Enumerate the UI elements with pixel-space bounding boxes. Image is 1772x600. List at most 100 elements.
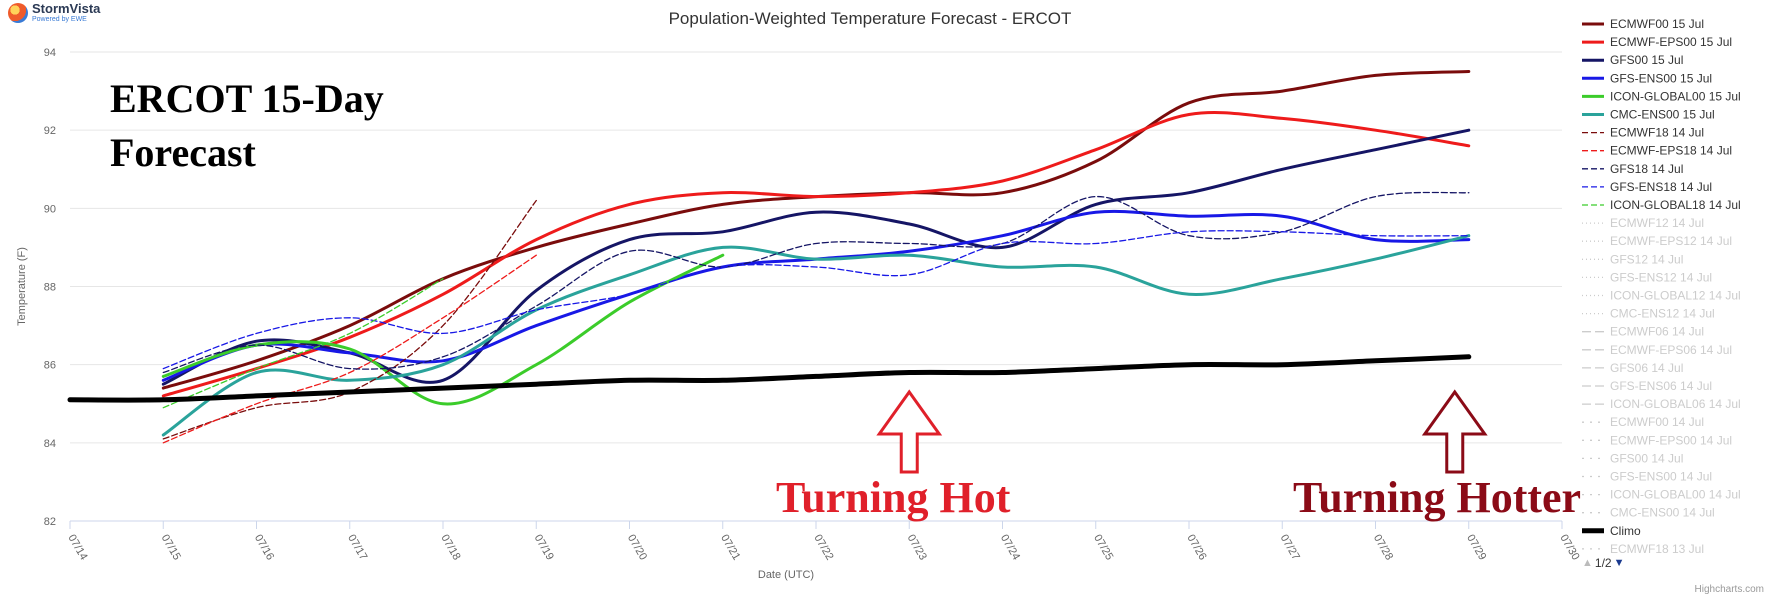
y-tick-label: 92	[44, 125, 56, 137]
stormvista-logo: StormVista Powered by EWE	[8, 2, 100, 24]
x-tick-label: 07/25	[1091, 533, 1115, 563]
series-line-gfs00-15-jul[interactable]	[161, 128, 1471, 386]
legend-item-icon-global18-14-jul[interactable]: ICON-GLOBAL18 14 Jul	[1582, 198, 1741, 212]
legend-label: ICON-GLOBAL12 14 Jul	[1610, 289, 1741, 303]
legend-label: GFS-ENS18 14 Jul	[1610, 180, 1712, 194]
legend-label: ECMWF18 13 Jul	[1610, 542, 1704, 556]
legend-item-ecmwf-eps12-14-jul[interactable]: ECMWF-EPS12 14 Jul	[1582, 234, 1732, 248]
legend-label: GFS06 14 Jul	[1610, 361, 1683, 375]
callouts: Turning Hot Turning Hotter	[776, 389, 1581, 522]
legend-label: GFS00 15 Jul	[1610, 53, 1683, 67]
legend-label: ECMWF00 15 Jul	[1610, 17, 1704, 31]
x-tick-label: 07/19	[532, 533, 556, 563]
legend-label: ICON-GLOBAL00 14 Jul	[1610, 488, 1741, 502]
legend-page-down-icon[interactable]: ▼	[1613, 557, 1625, 569]
series-line-icon-global00-15-jul[interactable]	[161, 253, 725, 406]
legend-label: ECMWF12 14 Jul	[1610, 216, 1704, 230]
brand-subtitle: Powered by EWE	[32, 16, 87, 23]
y-tick-label: 88	[44, 282, 56, 294]
y-tick-label: 90	[44, 203, 56, 215]
y-tick-label: 84	[44, 438, 56, 450]
legend-item-gfs-ens12-14-jul[interactable]: GFS-ENS12 14 Jul	[1582, 270, 1712, 284]
legend-label: ICON-GLOBAL06 14 Jul	[1610, 397, 1741, 411]
legend-item-ecmwf18-13-jul[interactable]: ECMWF18 13 Jul	[1582, 542, 1704, 556]
x-tick-label: 07/26	[1184, 533, 1208, 563]
x-tick-label: 07/18	[438, 533, 462, 563]
callout-text-2: Turning Hotter	[1293, 473, 1581, 522]
legend-item-ecmwf-eps18-14-jul[interactable]: ECMWF-EPS18 14 Jul	[1582, 144, 1732, 158]
series-line-gfs-ens00-15-jul[interactable]	[161, 209, 1471, 382]
brand-name: StormVista	[32, 1, 101, 16]
legend-item-icon-global12-14-jul[interactable]: ICON-GLOBAL12 14 Jul	[1582, 289, 1741, 303]
legend-item-cmc-ens00-15-jul[interactable]: CMC-ENS00 15 Jul	[1582, 108, 1715, 122]
legend-label: ECMWF-EPS06 14 Jul	[1610, 343, 1732, 357]
legend-item-ecmwf-eps00-15-jul[interactable]: ECMWF-EPS00 15 Jul	[1582, 35, 1732, 49]
x-tick-label: 07/16	[252, 533, 276, 563]
legend-item-gfs-ens00-14-jul[interactable]: GFS-ENS00 14 Jul	[1582, 470, 1712, 484]
legend-item-gfs-ens00-15-jul[interactable]: GFS-ENS00 15 Jul	[1582, 71, 1712, 85]
y-axis-ticks: 82 84 86 88 90 92 94	[44, 47, 56, 528]
legend-page-up-icon[interactable]: ▲	[1582, 557, 1593, 569]
legend-item-cmc-ens00-14-jul[interactable]: CMC-ENS00 14 Jul	[1582, 506, 1715, 520]
legend-item-ecmwf18-14-jul[interactable]: ECMWF18 14 Jul	[1582, 126, 1704, 140]
x-tick-label: 07/20	[625, 533, 649, 563]
legend-pager: ▲ 1/2 ▼	[1582, 556, 1624, 570]
legend-item-gfs12-14-jul[interactable]: GFS12 14 Jul	[1582, 252, 1683, 266]
legend-label: ECMWF-EPS00 14 Jul	[1610, 433, 1732, 447]
legend-item-ecmwf12-14-jul[interactable]: ECMWF12 14 Jul	[1582, 216, 1704, 230]
series-line-ecmwf-eps00-15-jul[interactable]	[161, 111, 1471, 398]
legend-item-ecmwf-eps00-14-jul[interactable]: ECMWF-EPS00 14 Jul	[1582, 433, 1732, 447]
legend-item-ecmwf06-14-jul[interactable]: ECMWF06 14 Jul	[1582, 325, 1704, 339]
legend-label: ECMWF-EPS00 15 Jul	[1610, 35, 1732, 49]
legend-label: ECMWF-EPS12 14 Jul	[1610, 234, 1732, 248]
legend-label: CMC-ENS00 14 Jul	[1610, 506, 1715, 520]
legend-label: GFS00 14 Jul	[1610, 451, 1683, 465]
legend-item-gfs00-15-jul[interactable]: GFS00 15 Jul	[1582, 53, 1683, 67]
x-tick-label: 07/23	[905, 533, 929, 563]
legend-item-icon-global00-15-jul[interactable]: ICON-GLOBAL00 15 Jul	[1582, 89, 1741, 103]
legend-item-ecmwf00-14-jul[interactable]: ECMWF00 14 Jul	[1582, 415, 1704, 429]
legend-item-icon-global06-14-jul[interactable]: ICON-GLOBAL06 14 Jul	[1582, 397, 1741, 411]
x-tick-label: 07/17	[345, 533, 369, 563]
callout-text-1: Turning Hot	[776, 473, 1011, 522]
series-line-cmc-ens00-15-jul[interactable]	[161, 234, 1471, 437]
legend-item-cmc-ens12-14-jul[interactable]: CMC-ENS12 14 Jul	[1582, 307, 1715, 321]
highcharts-credit[interactable]: Highcharts.com	[1694, 584, 1764, 595]
series-line-gfs18-14-jul[interactable]	[162, 191, 1470, 374]
series-line-icon-global18-14-jul[interactable]	[162, 278, 444, 409]
legend-label: GFS-ENS00 15 Jul	[1610, 71, 1712, 85]
series-line-gfs-ens18-14-jul[interactable]	[162, 230, 1470, 370]
grid-lines	[70, 51, 1562, 522]
callout-arrow-1	[876, 389, 943, 474]
series-line-ecmwf18-14-jul[interactable]	[162, 199, 537, 440]
x-tick-label: 07/15	[159, 533, 183, 563]
legend: ECMWF00 15 Jul ECMWF-EPS00 15 Jul GFS00 15…	[1582, 17, 1741, 556]
x-axis-ticks: 07/14 07/15 07/16 07/17 07/18 07/19 07/20 07/21…	[65, 521, 1582, 563]
x-axis-label: Date (UTC)	[758, 569, 814, 581]
legend-item-ecmwf00-15-jul[interactable]: ECMWF00 15 Jul	[1582, 17, 1704, 31]
legend-label: GFS-ENS00 14 Jul	[1610, 470, 1712, 484]
series-line-climo[interactable]	[67, 354, 1472, 403]
legend-item-gfs18-14-jul[interactable]: GFS18 14 Jul	[1582, 162, 1683, 176]
legend-item-gfs-ens18-14-jul[interactable]: GFS-ENS18 14 Jul	[1582, 180, 1712, 194]
legend-item-ecmwf-eps06-14-jul[interactable]: ECMWF-EPS06 14 Jul	[1582, 343, 1732, 357]
legend-item-gfs00-14-jul[interactable]: GFS00 14 Jul	[1582, 451, 1683, 465]
legend-item-icon-global00-14-jul[interactable]: ICON-GLOBAL00 14 Jul	[1582, 488, 1741, 502]
legend-label: ICON-GLOBAL18 14 Jul	[1610, 198, 1741, 212]
legend-item-gfs-ens06-14-jul[interactable]: GFS-ENS06 14 Jul	[1582, 379, 1712, 393]
x-tick-label: 07/21	[718, 533, 742, 563]
legend-label: CMC-ENS12 14 Jul	[1610, 307, 1715, 321]
x-tick-label: 07/14	[65, 533, 89, 563]
legend-page-indicator: 1/2	[1594, 556, 1612, 570]
legend-item-gfs06-14-jul[interactable]: GFS06 14 Jul	[1582, 361, 1683, 375]
x-tick-label: 07/28	[1371, 533, 1395, 563]
y-tick-label: 94	[44, 47, 56, 59]
legend-item-climo[interactable]: Climo	[1582, 524, 1641, 538]
series-line-ecmwf-eps18-14-jul[interactable]	[162, 254, 537, 444]
x-tick-label: 07/29	[1464, 533, 1488, 563]
legend-label: GFS12 14 Jul	[1610, 252, 1683, 266]
callout-arrow-2	[1421, 389, 1488, 474]
legend-label: CMC-ENS00 15 Jul	[1610, 108, 1715, 122]
legend-label: ECMWF00 14 Jul	[1610, 415, 1704, 429]
